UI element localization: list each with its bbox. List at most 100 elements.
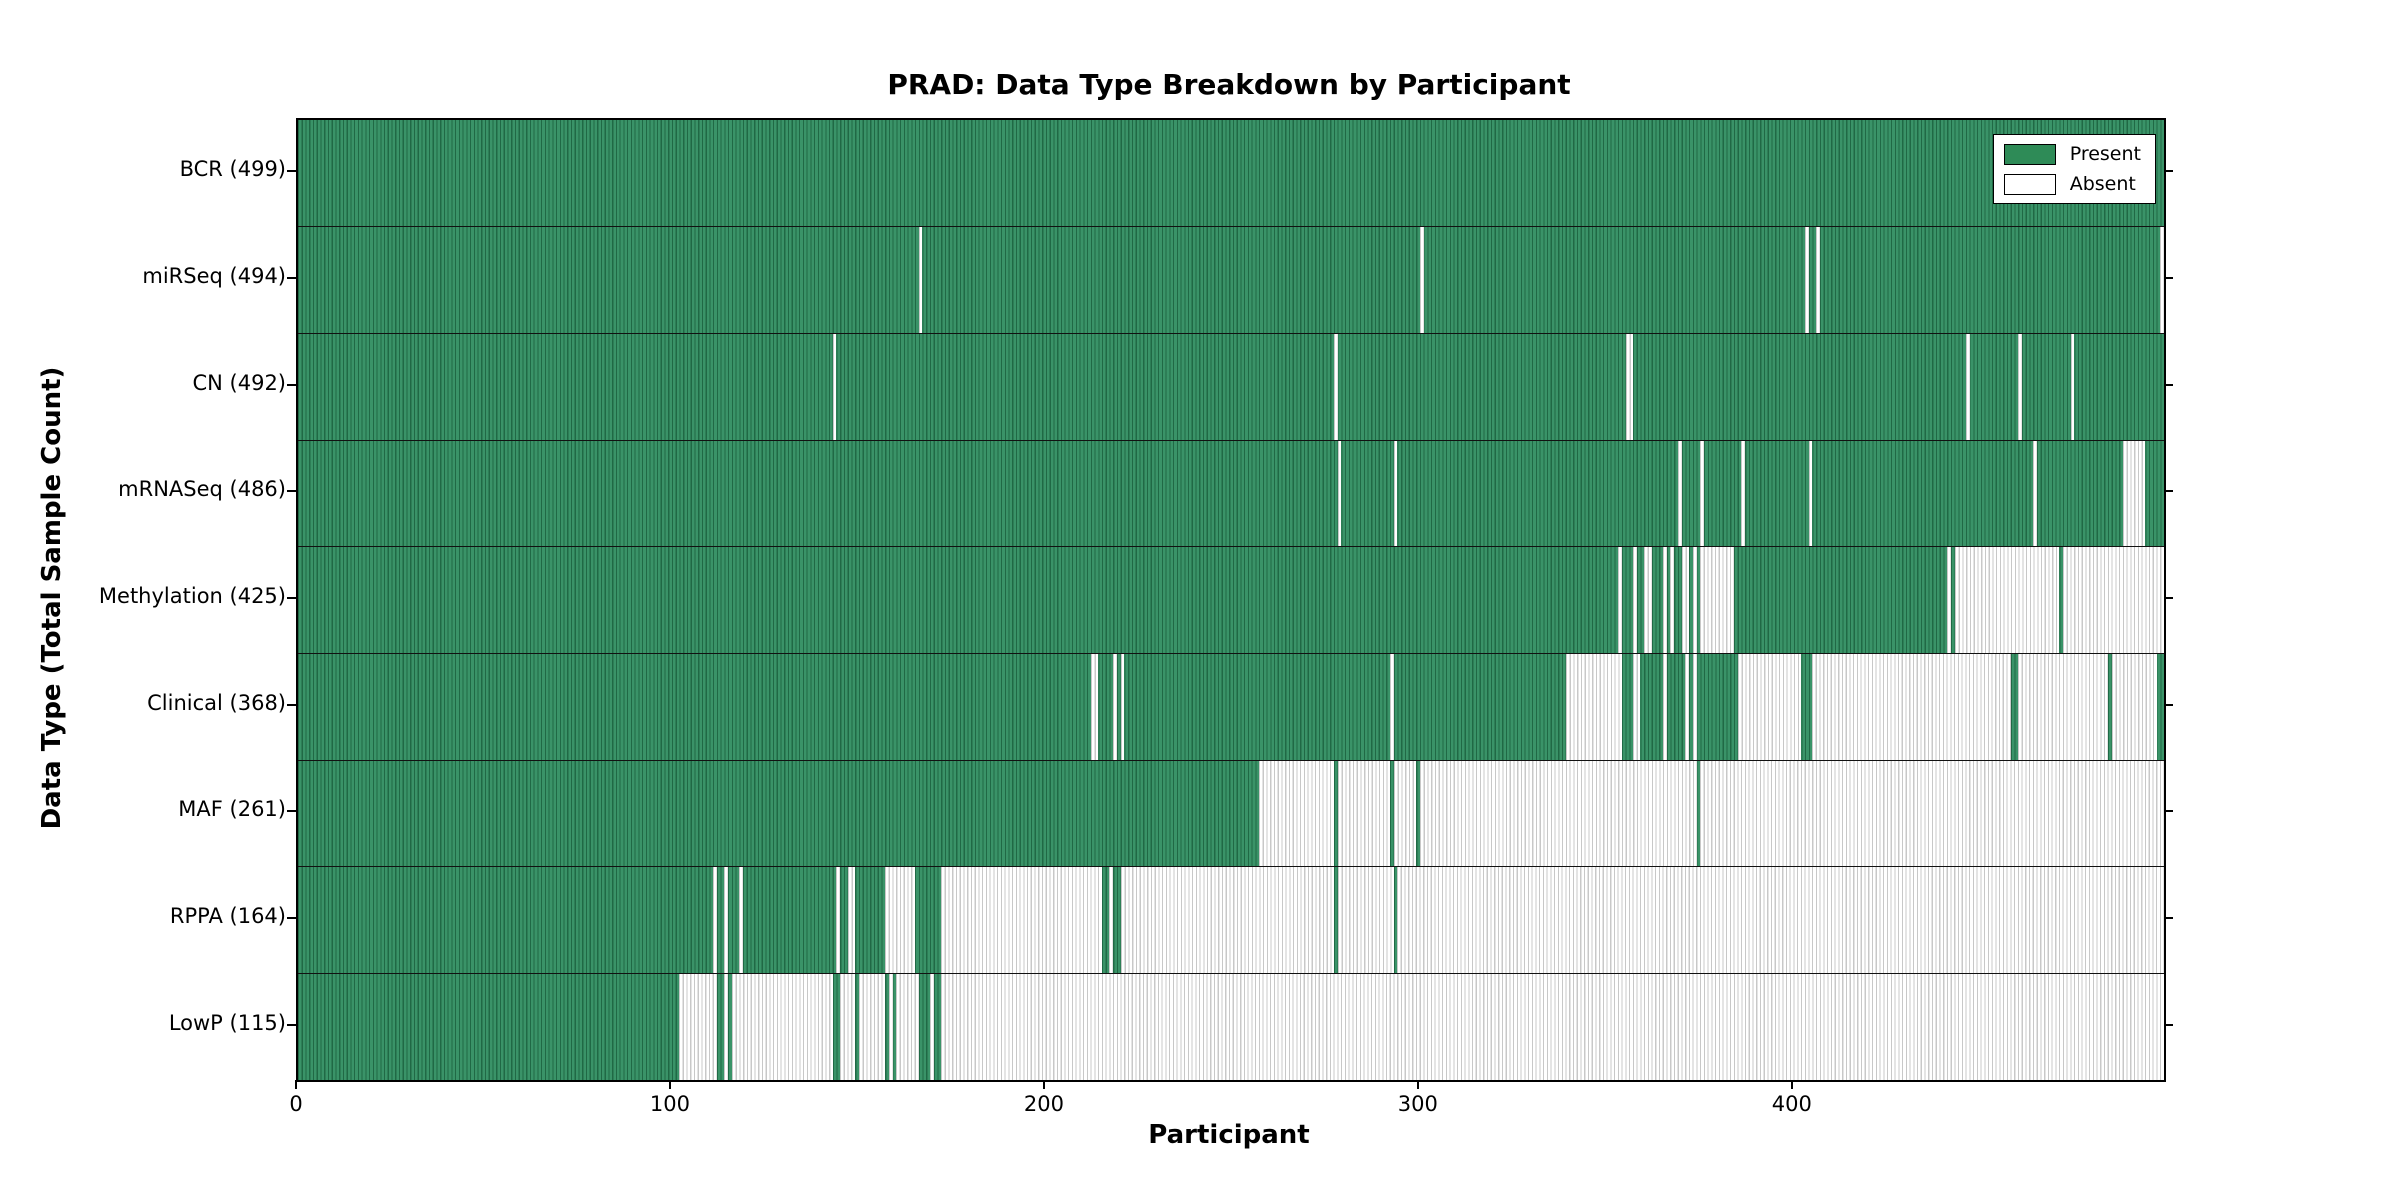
y-tick-label-mrnaseq: mRNASeq (486) (118, 477, 286, 502)
absent-segment (2033, 440, 2037, 547)
legend-item-absent: Absent (2003, 173, 2141, 195)
x-axis-label: Participant (1148, 1120, 1310, 1150)
absent-segment (679, 973, 717, 1080)
absent-segment (2111, 653, 2157, 760)
absent-segment (2018, 653, 2108, 760)
y-tick-label-rppa: RPPA (164) (169, 904, 286, 928)
y-tick-label-bcr: BCR (499) (179, 157, 286, 182)
absent-segment (1337, 440, 1342, 547)
plot-area: Present Absent (296, 118, 2166, 1082)
y-tick-label-mirseq: miRSeq (494) (142, 264, 286, 288)
absent-segment (1389, 653, 1394, 760)
y-tick-label-clinical: Clinical (368) (147, 690, 286, 715)
x-tick-label-100: 100 (649, 1092, 690, 1116)
absent-segment (1120, 653, 1125, 760)
absent-segment (941, 866, 1102, 974)
absent-segment (1333, 333, 1338, 440)
absent-segment (858, 973, 886, 1080)
absent-segment (1677, 440, 1682, 547)
absent-segment (1954, 546, 2060, 654)
row-separator (298, 866, 2164, 868)
absent-segment (1812, 653, 2011, 760)
x-tick-mark (668, 1080, 671, 1089)
x-tick-mark (1416, 1080, 1419, 1089)
absent-segment (1565, 653, 1622, 760)
absent-segment (2070, 333, 2075, 440)
legend-present-label: Present (2069, 143, 2141, 165)
absent-segment (1337, 866, 1394, 974)
absent-segment (1109, 866, 1114, 974)
row-band-rppa (298, 866, 2164, 974)
absent-segment (896, 973, 919, 1080)
absent-segment (888, 973, 893, 1080)
absent-segment (832, 333, 837, 440)
absent-segment (1393, 440, 1398, 547)
legend-absent-swatch (2003, 173, 2056, 195)
absent-segment (1625, 333, 1633, 440)
x-tick-label-200: 200 (1023, 1092, 1064, 1116)
absent-segment (1090, 653, 1099, 760)
absent-segment (2122, 440, 2146, 547)
legend: Present Absent (1992, 134, 2156, 204)
y-tick-mark (2164, 1023, 2173, 1026)
row-band-mirseq (298, 226, 2164, 334)
y-tick-mark (287, 383, 296, 386)
absent-segment (713, 866, 717, 974)
absent-segment (1670, 546, 1675, 654)
absent-segment (1700, 440, 1705, 547)
row-separator (298, 332, 2164, 334)
x-tick-label-0: 0 (289, 1092, 303, 1116)
absent-segment (731, 973, 833, 1080)
y-tick-mark (2164, 277, 2173, 279)
absent-segment (1692, 546, 1697, 654)
absent-segment (1393, 760, 1417, 867)
row-separator (298, 439, 2164, 441)
absent-segment (1805, 226, 1809, 334)
absent-segment (836, 866, 841, 974)
absent-segment (1662, 653, 1667, 760)
absent-segment (1337, 760, 1390, 867)
absent-segment (2018, 333, 2022, 440)
y-tick-label-maf: MAF (261) (178, 797, 286, 822)
x-tick-label-300: 300 (1397, 1092, 1438, 1116)
y-tick-mark (2164, 703, 2173, 706)
x-tick-mark (1790, 1080, 1793, 1089)
absent-segment (1419, 226, 1424, 334)
y-tick-mark (2164, 490, 2173, 493)
y-tick-label-lowp: LowP (115) (168, 1010, 286, 1035)
x-tick-mark (295, 1080, 297, 1089)
absent-segment (724, 866, 729, 974)
legend-item-present: Present (2003, 143, 2141, 165)
row-separator (298, 972, 2164, 974)
absent-segment (1632, 653, 1641, 760)
absent-segment (1662, 546, 1667, 654)
row-band-maf (298, 760, 2164, 867)
row-separator (298, 759, 2164, 761)
y-tick-mark (2164, 597, 2173, 599)
y-tick-mark (2164, 383, 2173, 386)
x-tick-label-400: 400 (1771, 1092, 1812, 1116)
y-tick-mark (287, 1023, 296, 1026)
absent-segment (1692, 653, 1697, 760)
absent-segment (885, 866, 915, 974)
row-band-cn (298, 333, 2164, 440)
absent-segment (1947, 546, 1951, 654)
y-tick-label-cn: CN (492) (192, 370, 286, 395)
absent-segment (1632, 546, 1637, 654)
y-tick-mark (287, 810, 296, 813)
absent-segment (1120, 866, 1334, 974)
absent-segment (1685, 653, 1690, 760)
y-tick-mark (287, 917, 296, 919)
absent-segment (1419, 760, 1697, 867)
absent-segment (1618, 546, 1622, 654)
absent-segment (1113, 653, 1117, 760)
absent-segment (918, 226, 923, 334)
absent-segment (840, 973, 856, 1080)
row-band-methylation (298, 546, 2164, 654)
absent-segment (929, 973, 934, 1080)
absent-segment (941, 973, 2164, 1080)
absent-segment (1737, 653, 1802, 760)
row-separator (298, 652, 2164, 654)
absent-segment (724, 973, 729, 1080)
